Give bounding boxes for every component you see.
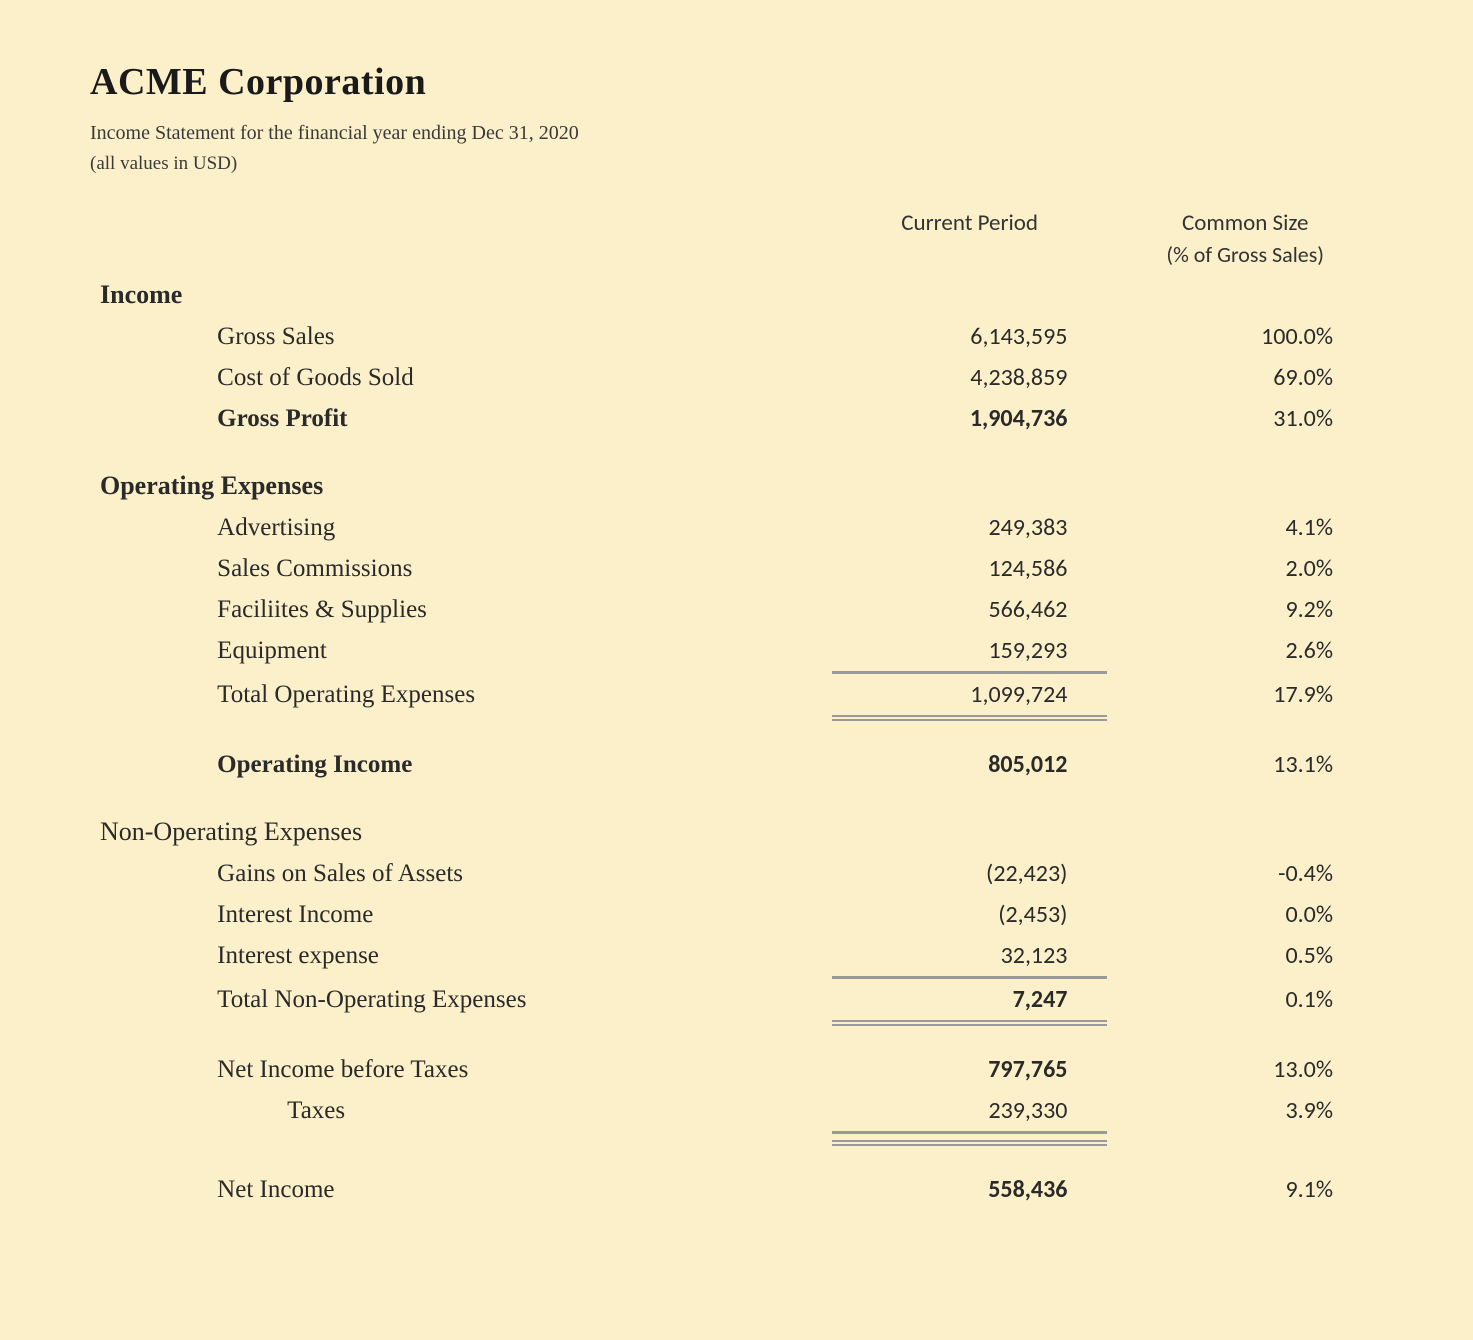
row-commissions: Sales Commissions 124,586 2.0% [90, 548, 1383, 589]
section-nonop: Non-Operating Expenses [90, 811, 1383, 853]
row-gross-profit: Gross Profit 1,904,736 31.0% [90, 398, 1383, 439]
row-advertising: Advertising 249,383 4.1% [90, 507, 1383, 548]
row-taxes: Taxes 239,330 3.9% [90, 1090, 1383, 1133]
section-income: Income [90, 274, 1383, 316]
row-interest-expense: Interest expense 32,123 0.5% [90, 935, 1383, 978]
row-total-nonop: Total Non-Operating Expenses 7,247 0.1% [90, 978, 1383, 1024]
income-statement-table: Current Period Common Size (% of Gross S… [90, 203, 1383, 1210]
row-operating-income: Operating Income 805,012 13.1% [90, 744, 1383, 785]
company-title: ACME Corporation [90, 60, 1383, 104]
row-net-income: Net Income 558,436 9.1% [90, 1169, 1383, 1210]
row-gains-assets: Gains on Sales of Assets (22,423) -0.4% [90, 853, 1383, 894]
row-total-opex: Total Operating Expenses 1,099,724 17.9% [90, 673, 1383, 719]
col-header-common: Common Size (% of Gross Sales) [1107, 203, 1383, 274]
col-header-period: Current Period [832, 203, 1108, 274]
row-cogs: Cost of Goods Sold 4,238,859 69.0% [90, 357, 1383, 398]
row-pretax-income: Net Income before Taxes 797,765 13.0% [90, 1049, 1383, 1090]
column-header-row: Current Period Common Size (% of Gross S… [90, 203, 1383, 274]
row-facilities: Faciliites & Supplies 566,462 9.2% [90, 589, 1383, 630]
currency-note: (all values in USD) [90, 153, 1383, 175]
row-equipment: Equipment 159,293 2.6% [90, 630, 1383, 673]
section-opex: Operating Expenses [90, 465, 1383, 507]
statement-subtitle: Income Statement for the financial year … [90, 122, 1383, 145]
row-gross-sales: Gross Sales 6,143,595 100.0% [90, 316, 1383, 357]
row-interest-income: Interest Income (2,453) 0.0% [90, 894, 1383, 935]
